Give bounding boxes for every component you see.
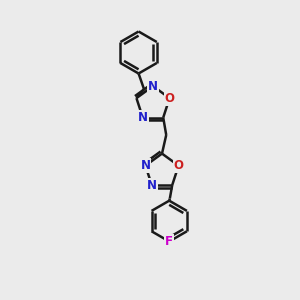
Text: N: N xyxy=(140,159,151,172)
Text: N: N xyxy=(147,178,157,192)
Text: O: O xyxy=(173,159,184,172)
Text: N: N xyxy=(138,111,148,124)
Text: N: N xyxy=(148,80,158,93)
Text: O: O xyxy=(164,92,175,105)
Text: F: F xyxy=(165,235,173,248)
